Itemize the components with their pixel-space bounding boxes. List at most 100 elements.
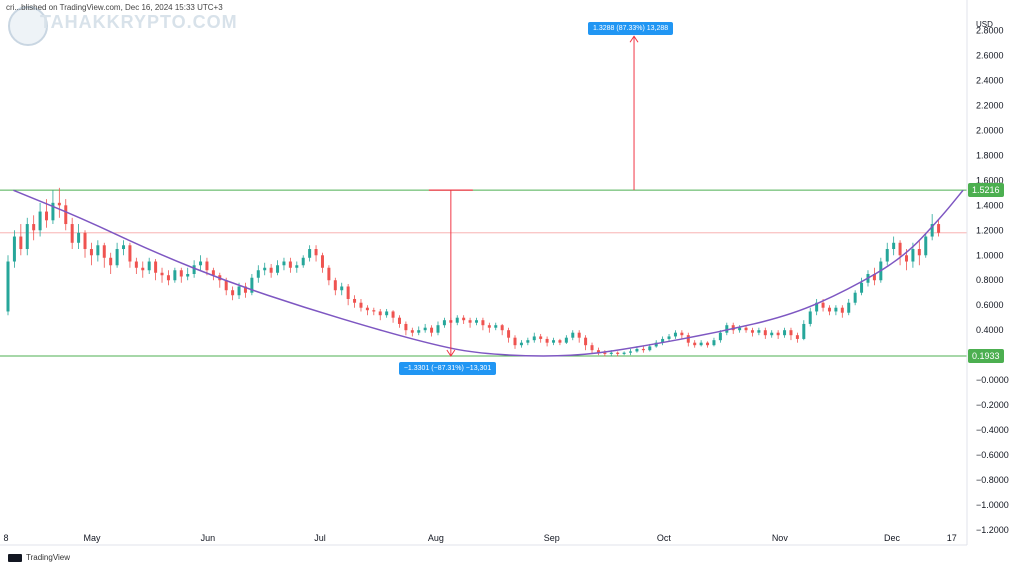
y-tick-label: 2.0000 bbox=[976, 125, 1004, 135]
candle bbox=[122, 240, 126, 256]
candle bbox=[596, 347, 600, 356]
candle-body bbox=[250, 277, 254, 293]
candle bbox=[64, 199, 68, 231]
candle bbox=[276, 260, 280, 276]
candle bbox=[179, 267, 183, 283]
time-axis[interactable]: 8 May Jun Jul Aug Sep Oct Nov Dec 17 bbox=[0, 533, 967, 546]
candle bbox=[83, 230, 87, 258]
measure-tools bbox=[428, 35, 639, 357]
candle-body bbox=[134, 261, 138, 268]
candle bbox=[115, 242, 119, 268]
candle-body bbox=[288, 261, 292, 268]
candle-body bbox=[827, 307, 831, 312]
candle-body bbox=[186, 274, 190, 277]
candle-body bbox=[648, 346, 652, 351]
candle-body bbox=[372, 310, 376, 312]
candle bbox=[917, 240, 921, 266]
candle bbox=[346, 283, 350, 306]
x-tick-label: Sep bbox=[544, 533, 560, 543]
candle bbox=[545, 336, 549, 347]
candle-body bbox=[667, 336, 671, 339]
candle-body bbox=[211, 270, 215, 276]
price-level-label: 1.5216 bbox=[968, 183, 1004, 198]
y-tick-label: 0.6000 bbox=[976, 300, 1004, 310]
candle bbox=[385, 308, 389, 318]
candle-body bbox=[712, 340, 716, 346]
candle-body bbox=[282, 261, 286, 266]
footer-brand[interactable]: TradingView bbox=[8, 553, 70, 562]
candle bbox=[706, 341, 710, 348]
candle bbox=[641, 346, 645, 353]
candle bbox=[186, 267, 190, 281]
candle-body bbox=[558, 340, 562, 343]
candle-body bbox=[693, 342, 697, 346]
candle-body bbox=[269, 267, 273, 273]
candle-body bbox=[308, 249, 312, 258]
candle-body bbox=[102, 245, 106, 258]
currency-label: USD bbox=[976, 20, 993, 29]
candle bbox=[834, 305, 838, 316]
tradingview-logo-icon bbox=[8, 553, 22, 562]
candle bbox=[38, 202, 42, 237]
candle-body bbox=[872, 274, 876, 281]
candle bbox=[783, 327, 787, 338]
candle-body bbox=[404, 323, 408, 331]
candle-body bbox=[590, 345, 594, 351]
candle-body bbox=[423, 327, 427, 331]
candle bbox=[205, 257, 209, 276]
y-tick-label: −1.0000 bbox=[976, 500, 1009, 510]
candle bbox=[622, 351, 626, 356]
y-tick-label: −0.8000 bbox=[976, 475, 1009, 485]
candle bbox=[404, 321, 408, 336]
candle-body bbox=[795, 335, 799, 339]
candle bbox=[519, 340, 523, 348]
candle bbox=[603, 350, 607, 357]
candle bbox=[378, 308, 382, 321]
candle bbox=[462, 315, 466, 324]
candle bbox=[725, 322, 729, 336]
candle-body bbox=[680, 332, 684, 336]
candle-body bbox=[539, 336, 543, 339]
candles bbox=[6, 187, 941, 357]
candle-body bbox=[892, 242, 896, 250]
candle bbox=[77, 224, 81, 250]
price-axis[interactable]: 2.8000 2.6000 2.4000 2.2000 2.0000 1.8000 1.60… bbox=[966, 0, 1009, 545]
candle bbox=[263, 262, 267, 276]
candle-body bbox=[243, 286, 247, 293]
candle bbox=[410, 327, 414, 337]
candle-body bbox=[430, 327, 434, 333]
candle-body bbox=[32, 224, 36, 231]
candle bbox=[571, 330, 575, 341]
candle bbox=[256, 265, 260, 283]
candle-body bbox=[263, 267, 267, 271]
candle bbox=[616, 351, 620, 357]
candle-body bbox=[276, 265, 280, 273]
candle bbox=[494, 322, 498, 331]
candle-body bbox=[532, 336, 536, 341]
candle-body bbox=[744, 327, 748, 331]
candle bbox=[308, 245, 312, 262]
candle bbox=[32, 215, 36, 241]
candle bbox=[359, 298, 363, 312]
candle bbox=[885, 242, 889, 266]
candle bbox=[199, 255, 203, 271]
candle-body bbox=[699, 342, 703, 346]
candle-body bbox=[51, 202, 55, 221]
published-header: cri...blished on TradingView.com, Dec 16… bbox=[6, 3, 223, 12]
candle-body bbox=[834, 307, 838, 312]
candle bbox=[211, 267, 215, 281]
candle bbox=[288, 257, 292, 273]
y-tick-label: 2.6000 bbox=[976, 50, 1004, 60]
watermark-logo-icon bbox=[8, 6, 48, 46]
candle-body bbox=[237, 286, 241, 296]
x-tick-label: 17 bbox=[947, 533, 957, 543]
candle bbox=[397, 315, 401, 328]
y-tick-label: −1.2000 bbox=[976, 525, 1009, 535]
candle-body bbox=[179, 270, 183, 277]
candle-body bbox=[385, 311, 389, 316]
candle bbox=[282, 257, 286, 271]
candle bbox=[577, 330, 581, 343]
candle-body bbox=[359, 302, 363, 308]
candle bbox=[109, 252, 113, 274]
